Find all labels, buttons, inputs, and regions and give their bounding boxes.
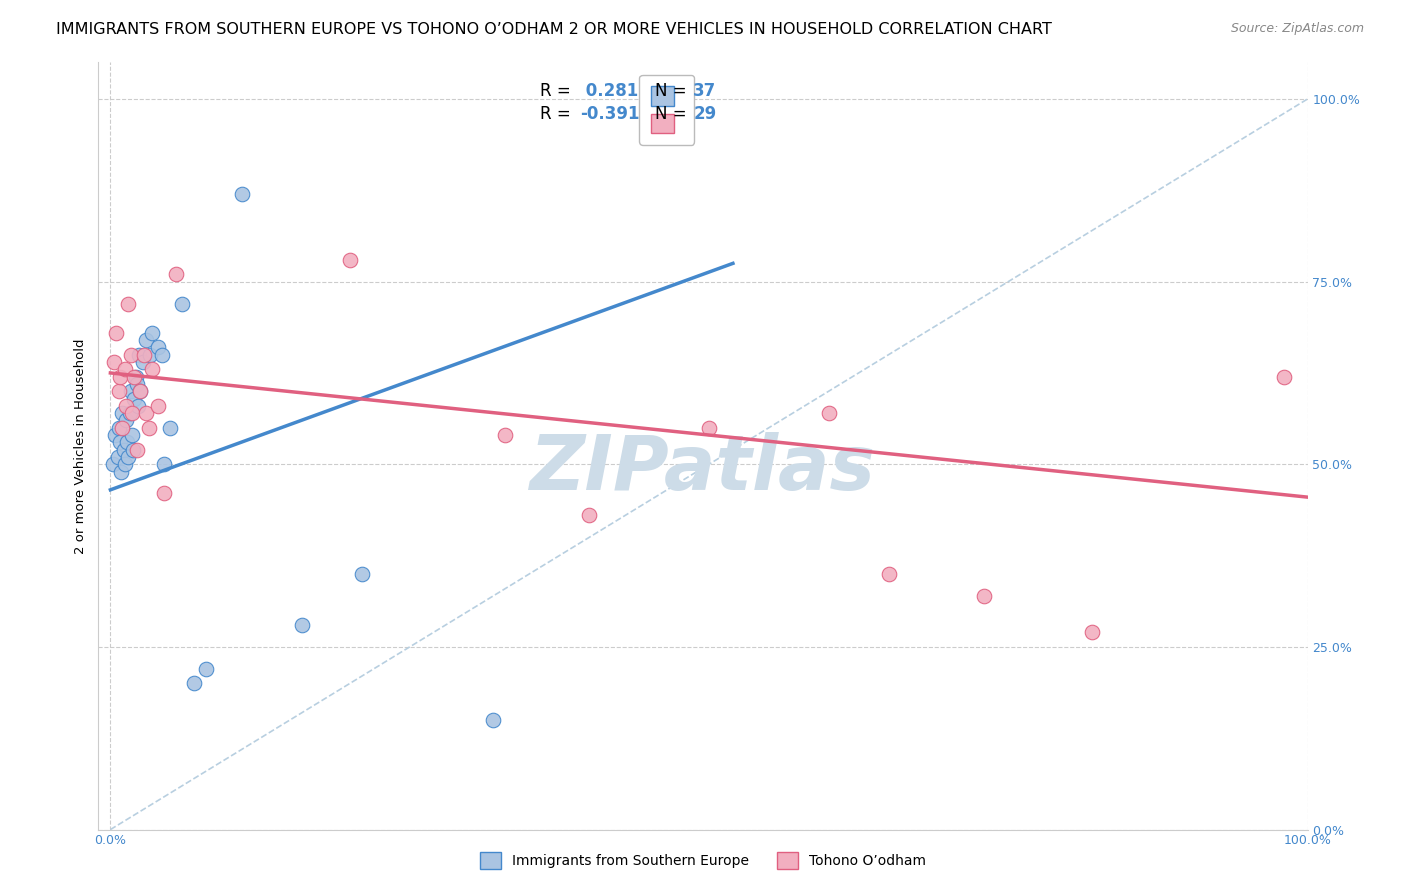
Point [107,384,129,399]
Point [1272,369,1295,384]
Point [104,428,127,442]
Text: -0.391: -0.391 [579,105,640,123]
Text: ZIPatlas: ZIPatlas [530,432,876,506]
Point [103,355,125,369]
Point [121,428,143,442]
Point [117,296,139,310]
Point [105,326,128,340]
Point [132,355,155,369]
Point [115,435,138,450]
Point [120,384,142,399]
Point [183,676,205,690]
Point [108,435,131,450]
Point [339,252,361,267]
Legend: Immigrants from Southern Europe, Tohono O’odham: Immigrants from Southern Europe, Tohono … [474,846,932,876]
Point [231,186,253,201]
Point [139,348,162,362]
Point [129,384,152,399]
Text: 29: 29 [693,105,717,123]
Point [115,413,138,427]
Point [141,362,163,376]
Point [108,369,131,384]
Point [350,566,373,581]
Text: IMMIGRANTS FROM SOUTHERN EUROPE VS TOHONO O’ODHAM 2 OR MORE VEHICLES IN HOUSEHOL: IMMIGRANTS FROM SOUTHERN EUROPE VS TOHON… [56,22,1052,37]
Point [127,399,149,413]
Point [195,662,218,676]
Point [122,442,145,457]
Point [111,421,134,435]
Point [125,442,148,457]
Point [148,399,170,413]
Point [817,406,839,420]
Point [117,450,139,464]
Point [150,348,173,362]
Point [148,340,170,354]
Text: Source: ZipAtlas.com: Source: ZipAtlas.com [1230,22,1364,36]
Point [111,406,134,420]
Point [129,384,152,399]
Text: R =: R = [540,82,576,100]
Point [135,333,157,347]
Point [877,566,900,581]
Point [291,618,314,632]
Point [114,457,136,471]
Point [141,326,163,340]
Point [124,369,146,384]
Text: N =: N = [655,105,692,123]
Point [121,406,143,420]
Point [165,268,187,282]
Point [153,486,176,500]
Point [125,376,148,391]
Point [1081,625,1104,640]
Point [578,508,600,523]
Y-axis label: 2 or more Vehicles in Household: 2 or more Vehicles in Household [75,338,87,554]
Text: 0.281: 0.281 [579,82,638,100]
Point [101,457,124,471]
Point [138,421,160,435]
Point [118,406,141,420]
Point [495,428,517,442]
Point [973,589,995,603]
Point [124,369,146,384]
Point [128,348,150,362]
Point [482,713,505,727]
Point [132,348,155,362]
Point [114,362,136,376]
Point [120,348,142,362]
Legend: , : , [640,75,695,145]
Point [135,406,157,420]
Point [697,421,720,435]
Text: R =: R = [540,105,576,123]
Point [124,392,146,406]
Point [107,450,129,464]
Point [153,457,176,471]
Point [110,465,132,479]
Text: N =: N = [655,82,692,100]
Point [159,421,181,435]
Point [112,442,135,457]
Text: 37: 37 [693,82,717,100]
Point [115,399,138,413]
Point [107,421,129,435]
Point [172,296,194,310]
